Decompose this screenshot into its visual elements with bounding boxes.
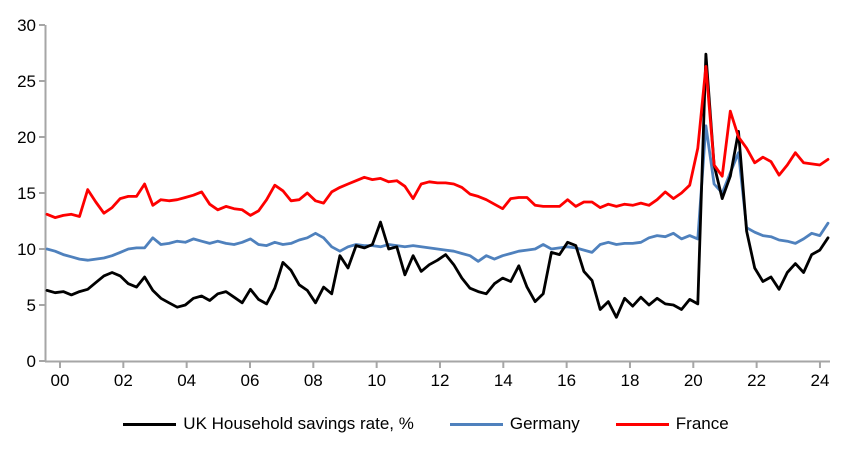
x-axis-label: 20 (684, 371, 703, 390)
legend-label-uk: UK Household savings rate, % (183, 414, 414, 433)
y-axis-label: 10 (17, 240, 36, 259)
x-axis-label: 22 (747, 371, 766, 390)
y-axis-label: 25 (17, 72, 36, 91)
legend-item-france: France (615, 414, 729, 434)
x-axis-label: 06 (241, 371, 260, 390)
x-axis-label: 12 (431, 371, 450, 390)
y-axis-label: 20 (17, 128, 36, 147)
uk-line-swatch (123, 422, 177, 426)
x-axis-label: 10 (367, 371, 386, 390)
x-axis-label: 00 (51, 371, 70, 390)
x-axis-label: 24 (810, 371, 829, 390)
y-axis-label: 5 (27, 296, 36, 315)
legend-item-uk: UK Household savings rate, % (123, 414, 414, 434)
germany-line-swatch (449, 422, 503, 426)
legend-label-france: France (675, 414, 729, 433)
x-axis-label: 08 (304, 371, 323, 390)
france-line-swatch (615, 422, 669, 426)
y-axis-label: 30 (17, 16, 36, 35)
y-axis-label: 15 (17, 184, 36, 203)
x-axis-label: 04 (177, 371, 196, 390)
x-axis-label: 16 (557, 371, 576, 390)
series-line-uk-household-savings-rate (45, 52, 830, 319)
x-axis-label: 14 (494, 371, 513, 390)
chart-legend: UK Household savings rate, % Germany Fra… (0, 414, 852, 434)
y-axis-label: 0 (27, 352, 36, 371)
x-axis-label: 18 (621, 371, 640, 390)
legend-label-germany: Germany (509, 414, 580, 433)
plot-svg: 0 5 10 15 20 25 30 00 02 04 06 08 10 12 14 16 18 20 22 24 (17, 16, 830, 390)
x-axis-label: 02 (114, 371, 133, 390)
legend-item-germany: Germany (449, 414, 580, 434)
series-line-germany (45, 124, 830, 263)
series-line-france (45, 65, 830, 220)
